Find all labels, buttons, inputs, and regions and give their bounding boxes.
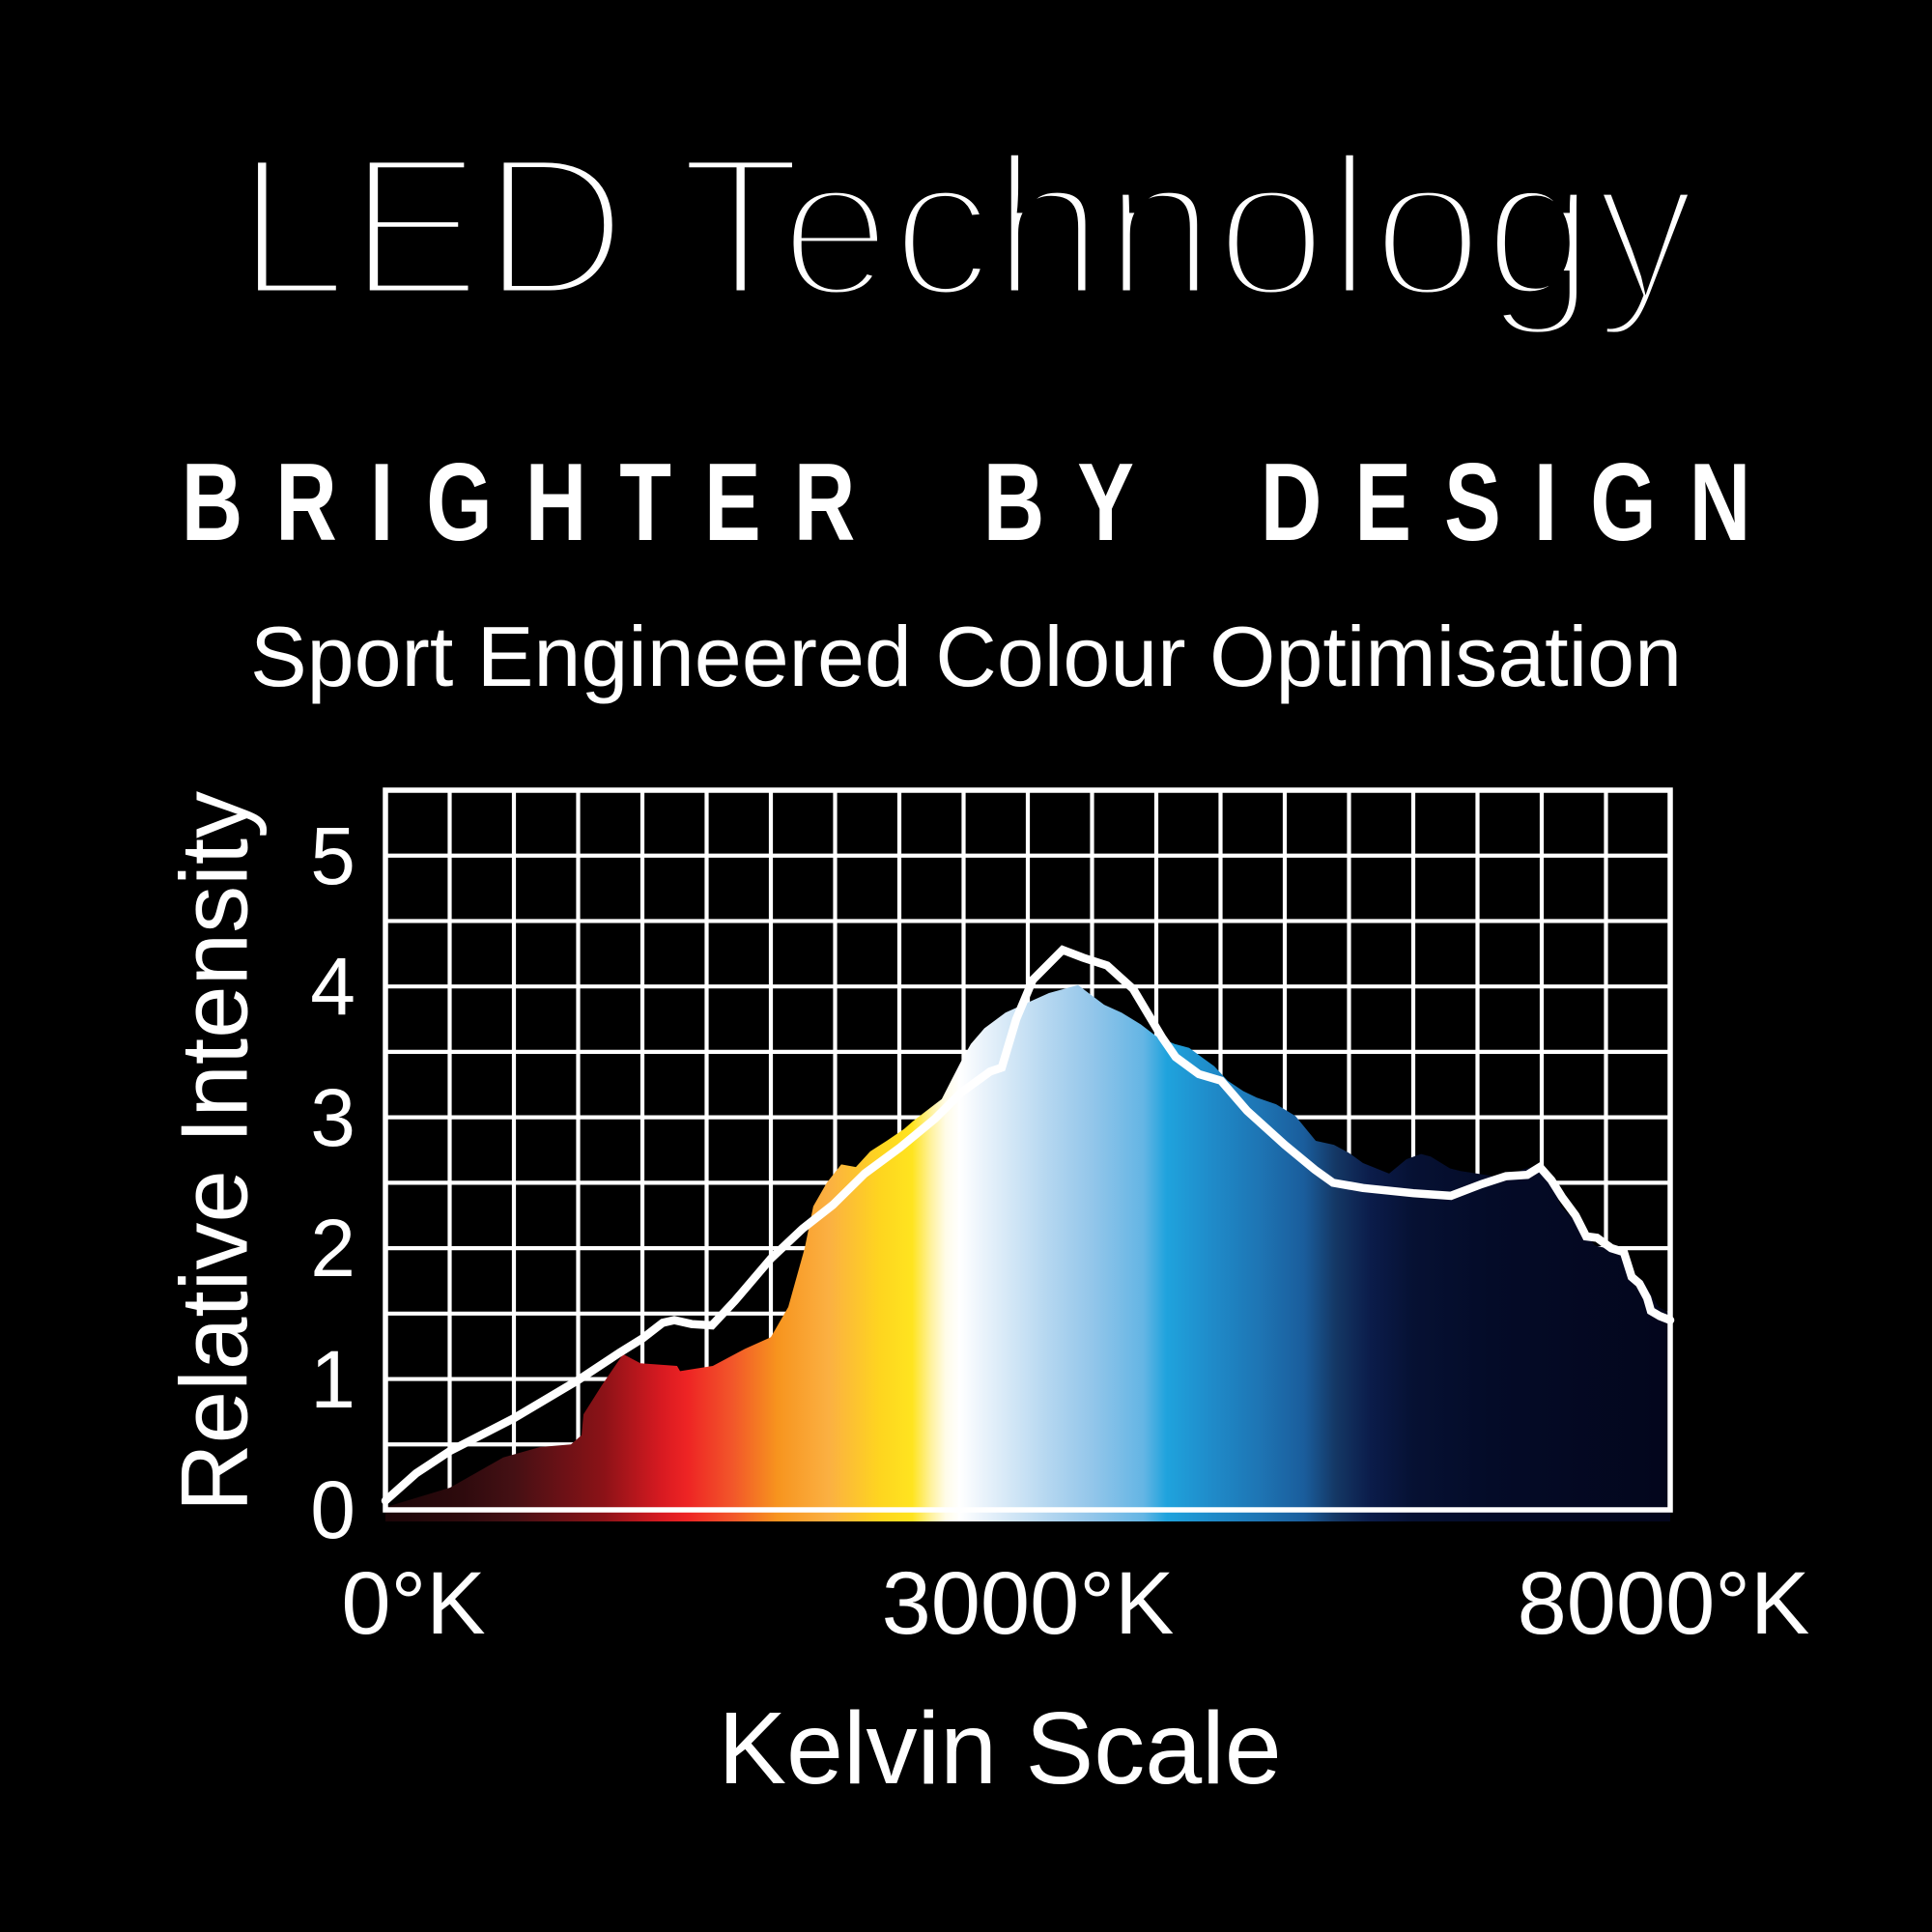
x-axis-title: Kelvin Scale bbox=[718, 1691, 1282, 1805]
y-tick-0: 0 bbox=[310, 1464, 355, 1555]
tagline: BRIGHTER BY DESIGN bbox=[181, 440, 1784, 564]
plot-border bbox=[383, 787, 1673, 1513]
page-title: LED Technology bbox=[231, 110, 1701, 345]
y-tick-1: 1 bbox=[310, 1334, 355, 1425]
x-tick-8000k: 8000°K bbox=[1517, 1554, 1810, 1653]
tagline-row: BRIGHTER BY DESIGN bbox=[0, 440, 1932, 565]
spectrum-area-series bbox=[385, 984, 1670, 1521]
x-tick-3000k: 3000°K bbox=[881, 1554, 1175, 1653]
subtitle: Sport Engineered Colour Optimisation bbox=[249, 609, 1683, 704]
x-tick-0k: 0°K bbox=[341, 1554, 486, 1653]
y-tick-3: 3 bbox=[310, 1072, 355, 1163]
y-tick-4: 4 bbox=[310, 941, 355, 1032]
y-tick-5: 5 bbox=[310, 810, 355, 901]
intensity-line-series bbox=[381, 945, 1675, 1505]
y-tick-2: 2 bbox=[310, 1203, 355, 1293]
